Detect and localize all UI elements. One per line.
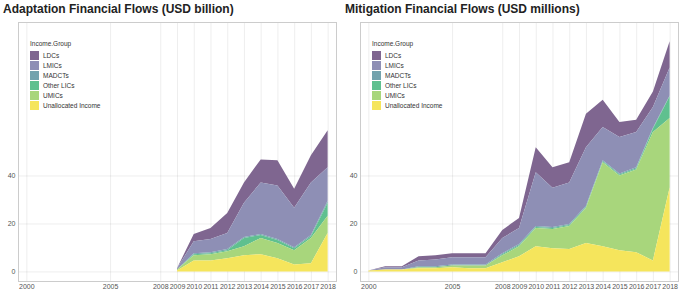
svg-text:2014: 2014 bbox=[595, 283, 611, 290]
html-text:Adaptation Financial Flows (US: Adaptation Financial Flows (USD billion) bbox=[3, 2, 234, 16]
html-text:LDCs: LDCs bbox=[43, 51, 60, 59]
html-text:MADCTs: MADCTs bbox=[385, 71, 411, 79]
svg-text:2015: 2015 bbox=[612, 283, 628, 290]
svg-text:2008: 2008 bbox=[153, 283, 169, 290]
html-text:Income.Group: Income.Group bbox=[30, 40, 72, 47]
html-text:Other LICs: Other LICs bbox=[385, 81, 417, 89]
svg-text:2013: 2013 bbox=[579, 283, 595, 290]
svg-text:2005: 2005 bbox=[103, 283, 119, 290]
svg-text:20: 20 bbox=[350, 220, 358, 227]
svg-text:2012: 2012 bbox=[562, 283, 578, 290]
html-text:Mitigation Financial Flows (US: Mitigation Financial Flows (USD millions… bbox=[345, 2, 580, 16]
html-text:Income.Group: Income.Group bbox=[372, 40, 414, 47]
svg-text:2016: 2016 bbox=[629, 283, 645, 290]
svg-text:2018: 2018 bbox=[662, 283, 678, 290]
html-text:LDCs: LDCs bbox=[385, 51, 402, 59]
svg-text:2000: 2000 bbox=[361, 283, 377, 290]
svg-text:2017: 2017 bbox=[304, 283, 320, 290]
svg-text:40: 40 bbox=[8, 172, 16, 179]
svg-text:2010: 2010 bbox=[528, 283, 544, 290]
svg-text:40: 40 bbox=[350, 172, 358, 179]
html-text:LMICs: LMICs bbox=[43, 61, 62, 69]
svg-text:0: 0 bbox=[354, 268, 358, 275]
svg-text:2015: 2015 bbox=[270, 283, 286, 290]
html-text:LMICs: LMICs bbox=[385, 61, 404, 69]
html-text:UMICs: UMICs bbox=[385, 91, 405, 99]
html-text:MADCTs: MADCTs bbox=[43, 71, 69, 79]
svg-text:2009: 2009 bbox=[170, 283, 186, 290]
svg-text:2016: 2016 bbox=[287, 283, 303, 290]
svg-text:2017: 2017 bbox=[646, 283, 662, 290]
svg-text:2000: 2000 bbox=[19, 283, 35, 290]
html-text:Unallocated Income: Unallocated Income bbox=[385, 101, 443, 109]
svg-text:2005: 2005 bbox=[445, 283, 461, 290]
svg-text:2012: 2012 bbox=[220, 283, 236, 290]
svg-text:2008: 2008 bbox=[495, 283, 511, 290]
html-text:Unallocated Income: Unallocated Income bbox=[43, 101, 101, 109]
svg-text:2013: 2013 bbox=[237, 283, 253, 290]
svg-text:2009: 2009 bbox=[512, 283, 528, 290]
svg-text:2011: 2011 bbox=[545, 283, 560, 290]
html-text:Other LICs: Other LICs bbox=[43, 81, 75, 89]
svg-text:2011: 2011 bbox=[203, 283, 218, 290]
svg-text:20: 20 bbox=[8, 220, 16, 227]
svg-text:0: 0 bbox=[12, 268, 16, 275]
svg-text:2010: 2010 bbox=[186, 283, 202, 290]
html-text:UMICs: UMICs bbox=[43, 91, 63, 99]
svg-text:2014: 2014 bbox=[253, 283, 269, 290]
svg-text:2018: 2018 bbox=[320, 283, 336, 290]
